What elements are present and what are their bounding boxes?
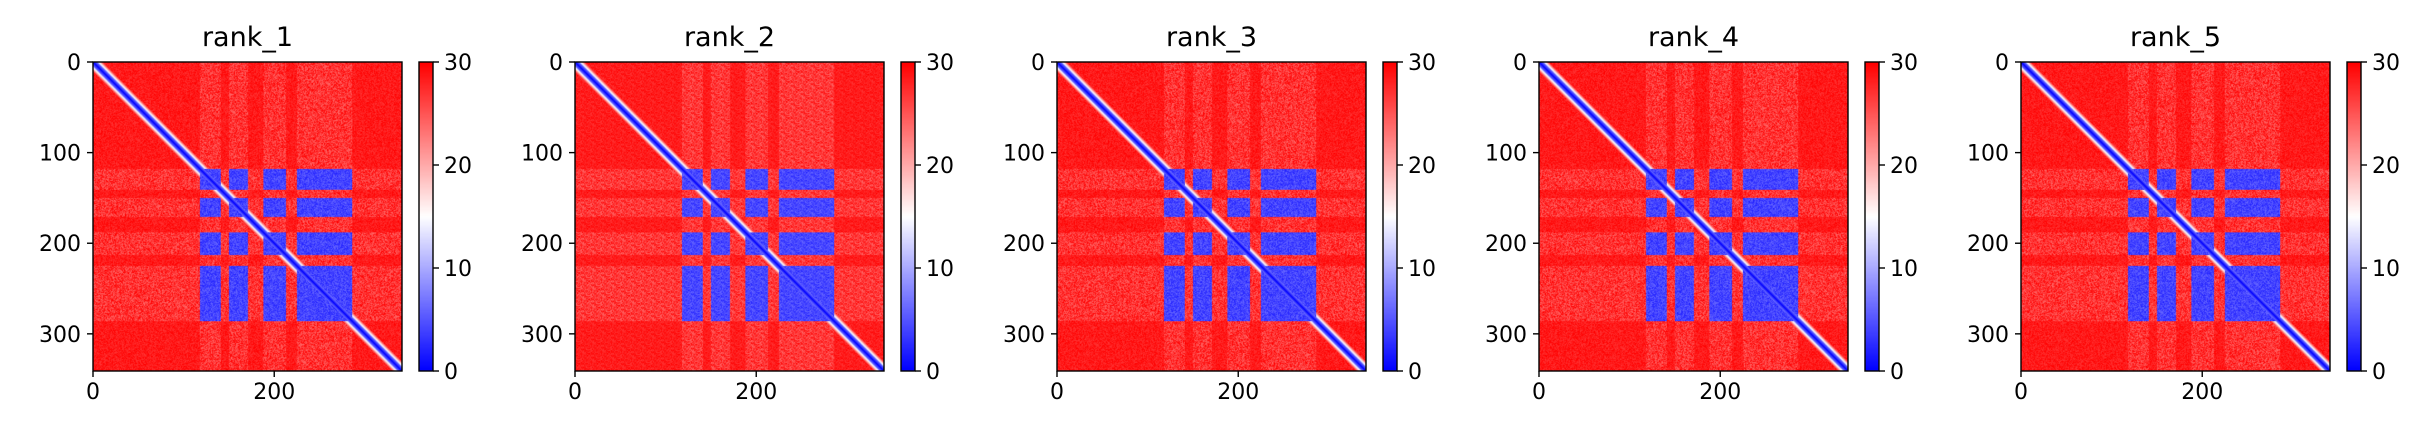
y-tick-label: 100	[521, 142, 563, 167]
axes-frame	[1538, 61, 1849, 372]
colorbar-frame	[2346, 61, 2362, 372]
y-tick-label: 200	[39, 232, 81, 257]
panel-title: rank_4	[1648, 22, 1739, 53]
colorbar-tick-label: 30	[2372, 51, 2400, 76]
y-tick-label: 300	[1003, 323, 1045, 348]
colorbar-tick-label: 10	[2372, 257, 2400, 282]
colorbar-tick-label: 20	[444, 154, 472, 179]
y-tick-label: 0	[1031, 51, 1045, 76]
x-tick-label: 0	[1050, 380, 1064, 405]
heatmap-image	[93, 62, 402, 371]
colorbar-tick-label: 20	[1408, 154, 1436, 179]
heatmap-image	[575, 62, 884, 371]
colorbar-tick-label: 10	[1890, 257, 1918, 282]
y-tick-label: 200	[1003, 232, 1045, 257]
colorbar-tick-label: 20	[2372, 154, 2400, 179]
x-tick-label: 0	[86, 380, 100, 405]
y-tick-label: 0	[1513, 51, 1527, 76]
y-tick-label: 100	[39, 142, 81, 167]
axes-frame	[1056, 61, 1367, 372]
y-tick-label: 0	[1995, 51, 2009, 76]
y-tick-label: 200	[1967, 232, 2009, 257]
colorbar	[1865, 62, 1879, 371]
x-tick-label: 200	[1699, 380, 1741, 405]
colorbar	[2347, 62, 2361, 371]
colorbar-tick-label: 0	[1890, 360, 1904, 385]
y-tick-label: 200	[521, 232, 563, 257]
colorbar-frame	[1864, 61, 1880, 372]
x-tick-label: 0	[568, 380, 582, 405]
colorbar-frame	[900, 61, 916, 372]
y-tick-label: 300	[1485, 323, 1527, 348]
colorbar	[901, 62, 915, 371]
x-tick-label: 200	[253, 380, 295, 405]
axes-frame	[574, 61, 885, 372]
y-tick-label: 300	[39, 323, 81, 348]
colorbar-frame	[418, 61, 434, 372]
panel-5: rank_5 0 200 0 100 200 300 0 10 20 30	[1967, 22, 2400, 405]
colorbar-tick-label: 30	[444, 51, 472, 76]
colorbar-tick-label: 10	[444, 257, 472, 282]
panel-4: rank_4 0 200 0 100 200 300 0 10 20 30	[1485, 22, 1918, 405]
panel-1: rank_1 0 200 0 100 200 300 0 10 20 30	[39, 22, 472, 405]
x-tick-label: 200	[2181, 380, 2223, 405]
y-tick-label: 100	[1485, 142, 1527, 167]
y-tick-label: 200	[1485, 232, 1527, 257]
colorbar-tick-label: 0	[2372, 360, 2386, 385]
axes-frame	[2020, 61, 2331, 372]
panel-title: rank_2	[684, 22, 775, 53]
x-tick-label: 0	[1532, 380, 1546, 405]
colorbar-tick-label: 0	[444, 360, 458, 385]
y-tick-label: 300	[1967, 323, 2009, 348]
heatmap-image	[1057, 62, 1366, 371]
colorbar-tick-label: 30	[1408, 51, 1436, 76]
panel-2: rank_2 0 200 0 100 200 300 0 10 20 30	[521, 22, 954, 405]
colorbar-tick-label: 20	[1890, 154, 1918, 179]
colorbar-tick-label: 10	[1408, 257, 1436, 282]
axes-frame	[92, 61, 403, 372]
colorbar-tick-label: 30	[926, 51, 954, 76]
y-tick-label: 0	[67, 51, 81, 76]
panel-title: rank_5	[2130, 22, 2221, 53]
colorbar-tick-label: 20	[926, 154, 954, 179]
colorbar-tick-label: 0	[926, 360, 940, 385]
colorbar-frame	[1382, 61, 1398, 372]
colorbar-tick-label: 0	[1408, 360, 1422, 385]
panel-title: rank_3	[1166, 22, 1257, 53]
panel-3: rank_3 0 200 0 100 200 300 0 10 20 30	[1003, 22, 1436, 405]
x-tick-label: 200	[735, 380, 777, 405]
x-tick-label: 200	[1217, 380, 1259, 405]
y-tick-label: 100	[1967, 142, 2009, 167]
colorbar	[1383, 62, 1397, 371]
colorbar-tick-label: 10	[926, 257, 954, 282]
heatmap-image	[2021, 62, 2330, 371]
y-tick-label: 100	[1003, 142, 1045, 167]
x-tick-label: 0	[2014, 380, 2028, 405]
colorbar-tick-label: 30	[1890, 51, 1918, 76]
heatmap-image	[1539, 62, 1848, 371]
y-tick-label: 0	[549, 51, 563, 76]
colorbar	[419, 62, 433, 371]
y-tick-label: 300	[521, 323, 563, 348]
panel-title: rank_1	[202, 22, 293, 53]
